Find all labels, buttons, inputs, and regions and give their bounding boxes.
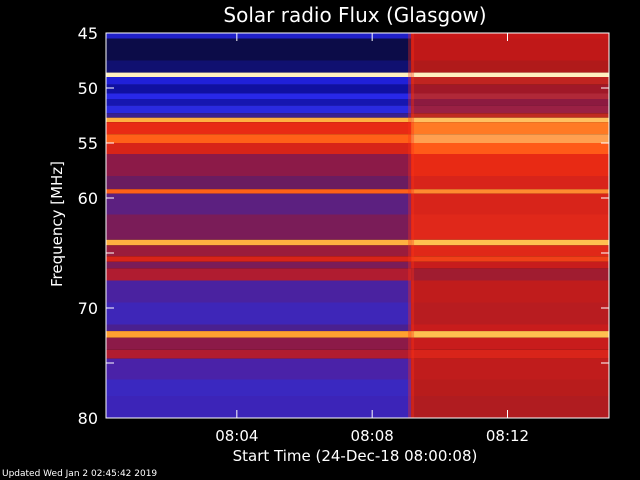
spectrogram-band-after — [411, 256, 609, 262]
spectrogram-band-after — [411, 261, 609, 269]
updated-timestamp: Updated Wed Jan 2 02:45:42 2019 — [2, 469, 158, 479]
spectrogram-band-after — [411, 396, 609, 418]
spectrogram-band-after — [411, 84, 609, 94]
spectrogram-band-after — [411, 358, 609, 380]
spectrogram-band-after — [411, 324, 609, 332]
spectrogram-band-after — [411, 113, 609, 118]
spectrogram-band-after — [411, 302, 609, 325]
spectrogram-band-after — [411, 134, 609, 143]
spectrogram-band-before — [106, 72, 412, 77]
burst-onset-edge — [408, 33, 415, 418]
y-tick-label: 70 — [78, 299, 98, 318]
spectrogram-band-before — [106, 84, 412, 94]
spectrogram-band-before — [106, 105, 412, 114]
spectrogram-band-before — [106, 261, 412, 269]
spectrogram-band-before — [106, 324, 412, 332]
spectrogram-band-after — [411, 280, 609, 303]
spectrogram-band-before — [106, 193, 412, 215]
y-tick-label: 50 — [78, 79, 98, 98]
spectrogram-band-after — [411, 72, 609, 77]
x-tick-label: 08:08 — [351, 427, 394, 445]
y-tick-label: 60 — [78, 189, 98, 208]
y-tick-label: 80 — [78, 409, 98, 428]
spectrogram-band-after — [411, 176, 609, 190]
x-axis-label: Start Time (24-Dec-18 08:00:08) — [233, 447, 478, 465]
spectrogram-band-before — [106, 99, 412, 106]
spectrogram-band-before — [106, 256, 412, 262]
spectrogram-band-after — [411, 189, 609, 194]
spectrogram-band-before — [106, 176, 412, 190]
spectrogram-band-before — [106, 268, 412, 281]
spectrogram-band-after — [411, 193, 609, 215]
y-tick-label: 55 — [78, 134, 98, 153]
spectrogram-band-after — [411, 77, 609, 85]
x-axis: 08:04 08:08 08:12 — [215, 33, 529, 445]
spectrogram-band-after — [411, 33, 609, 39]
x-tick-label: 08:12 — [486, 427, 529, 445]
spectrogram-band-before — [106, 280, 412, 303]
spectrogram-band-after — [411, 99, 609, 106]
spectrogram-band-before — [106, 239, 412, 246]
spectrogram-band-before — [106, 77, 412, 85]
spectrogram-band-before — [106, 134, 412, 143]
spectrogram-band-before — [106, 337, 412, 350]
spectrogram-band-after — [411, 143, 609, 154]
spectrogram-band-after — [411, 105, 609, 114]
spectrogram-band-before — [106, 154, 412, 176]
spectrogram-band-before — [106, 214, 412, 240]
x-tick-label: 08:04 — [215, 427, 258, 445]
spectrogram-band-before — [106, 122, 412, 135]
spectrogram-plot-area — [105, 32, 610, 419]
spectrogram-band-after — [411, 214, 609, 240]
spectrogram-band-before — [106, 60, 412, 73]
spectrogram-band-before — [106, 93, 412, 99]
spectrogram-band-after — [411, 117, 609, 123]
spectrogram-band-before — [106, 143, 412, 154]
spectrogram-band-after — [411, 337, 609, 350]
spectrogram-band-before — [106, 113, 412, 118]
spectrogram-band-before — [106, 189, 412, 194]
spectrogram-band-after — [411, 239, 609, 246]
spectrogram-band-after — [411, 93, 609, 99]
spectrogram-band-after — [411, 38, 609, 61]
spectrogram-band-before — [106, 379, 412, 396]
spectrogram-band-before — [106, 38, 412, 61]
y-tick-label: 45 — [78, 24, 98, 43]
spectrogram-band-after — [411, 331, 609, 338]
spectrogram-band-before — [106, 396, 412, 418]
spectrogram-band-before — [106, 302, 412, 325]
y-axis-label: Frequency [MHz] — [48, 161, 66, 287]
spectrogram-band-before — [106, 33, 412, 39]
spectrogram-band-before — [106, 349, 412, 359]
spectrogram-band-before — [106, 117, 412, 123]
spectrogram-band-after — [411, 349, 609, 359]
y-axis: 45 50 55 60 70 80 — [78, 24, 609, 428]
spectrogram-band-after — [411, 154, 609, 176]
spectrogram-band-after — [411, 268, 609, 281]
spectrogram-band-after — [411, 122, 609, 135]
spectrogram-band-before — [106, 245, 412, 257]
plot-frame — [105, 32, 610, 419]
spectrogram-band-before — [106, 331, 412, 338]
spectrogram-band-before — [106, 358, 412, 380]
spectrogram-band-after — [411, 379, 609, 396]
spectrogram-band-after — [411, 245, 609, 257]
chart-title: Solar radio Flux (Glasgow) — [223, 3, 486, 27]
spectrogram-band-after — [411, 60, 609, 73]
